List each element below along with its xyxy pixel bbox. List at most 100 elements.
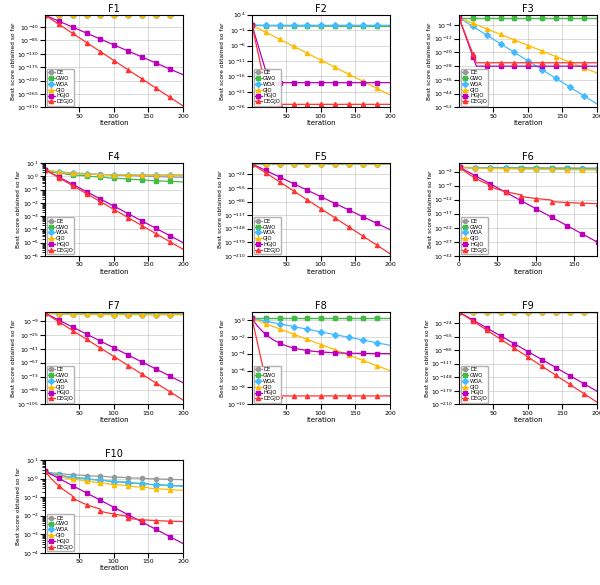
DE: [167, 12, 175, 19]
GWO: [462, 164, 469, 171]
X-axis label: Iteration: Iteration: [513, 417, 543, 423]
GJO: [41, 309, 49, 316]
Legend: DE, GWO, WOA, GJO, HGJO, DEGJO: DE, GWO, WOA, GJO, HGJO, DEGJO: [461, 68, 488, 106]
DE: [257, 315, 264, 322]
Line: DEGJO: DEGJO: [458, 165, 600, 206]
GJO: [586, 67, 593, 74]
GWO: [179, 178, 187, 185]
DEGJO: [462, 168, 469, 176]
WOA: [464, 308, 471, 315]
GWO: [47, 310, 54, 317]
DEGJO: [380, 101, 388, 108]
DEGJO: [583, 59, 590, 66]
DEGJO: [485, 181, 492, 188]
Line: HGJO: HGJO: [458, 165, 600, 252]
DE: [50, 309, 57, 316]
HGJO: [179, 540, 187, 547]
HGJO: [78, 328, 85, 335]
WOA: [274, 320, 281, 327]
WOA: [78, 12, 85, 19]
WOA: [586, 308, 593, 315]
Line: DEGJO: DEGJO: [43, 469, 185, 524]
WOA: [248, 22, 256, 29]
GJO: [50, 472, 57, 479]
Line: DEGJO: DEGJO: [250, 23, 392, 106]
HGJO: [47, 312, 54, 319]
WOA: [456, 164, 463, 171]
HGJO: [587, 63, 595, 70]
GJO: [593, 70, 600, 77]
GWO: [41, 467, 49, 474]
Line: DEGJO: DEGJO: [250, 316, 392, 398]
WOA: [492, 308, 499, 315]
DE: [596, 164, 600, 171]
DE: [274, 160, 281, 167]
DEGJO: [376, 101, 383, 108]
HGJO: [254, 40, 261, 47]
DE: [47, 167, 54, 174]
WOA: [50, 471, 57, 478]
GJO: [67, 476, 74, 483]
WOA: [67, 474, 74, 481]
HGJO: [179, 71, 187, 78]
Line: HGJO: HGJO: [43, 311, 185, 385]
WOA: [254, 316, 261, 323]
HGJO: [386, 79, 394, 86]
DE: [67, 471, 74, 478]
GWO: [274, 160, 281, 167]
HGJO: [286, 79, 293, 86]
Legend: DE, GWO, WOA, GJO, HGJO, DEGJO: DE, GWO, WOA, GJO, HGJO, DEGJO: [47, 68, 74, 106]
GWO: [248, 315, 256, 322]
DE: [285, 22, 292, 29]
HGJO: [47, 470, 54, 477]
GWO: [492, 14, 499, 21]
HGJO: [179, 239, 187, 246]
Line: WOA: WOA: [458, 165, 600, 171]
GJO: [172, 311, 179, 318]
WOA: [379, 160, 386, 167]
GWO: [167, 482, 175, 489]
WOA: [461, 308, 468, 315]
DE: [167, 174, 175, 181]
DE: [41, 309, 49, 316]
HGJO: [172, 235, 179, 242]
GJO: [67, 170, 74, 177]
GWO: [386, 160, 394, 167]
DEGJO: [179, 397, 187, 404]
GJO: [248, 22, 256, 29]
Line: WOA: WOA: [43, 168, 185, 177]
Line: GWO: GWO: [458, 165, 600, 171]
GJO: [47, 310, 54, 317]
HGJO: [374, 350, 382, 357]
GJO: [374, 363, 382, 370]
HGJO: [41, 12, 49, 19]
GJO: [50, 310, 57, 317]
WOA: [179, 311, 187, 318]
GJO: [593, 308, 600, 315]
GWO: [172, 482, 179, 489]
DE: [497, 164, 504, 171]
DEGJO: [286, 393, 293, 400]
DEGJO: [41, 12, 49, 19]
WOA: [179, 483, 187, 490]
WOA: [257, 22, 264, 29]
GJO: [379, 88, 386, 95]
Title: F7: F7: [108, 301, 120, 311]
GWO: [67, 310, 74, 317]
HGJO: [67, 481, 74, 488]
Line: DE: DE: [250, 162, 392, 166]
DE: [274, 315, 281, 322]
WOA: [462, 164, 469, 171]
WOA: [167, 171, 175, 178]
DEGJO: [464, 314, 471, 321]
Line: DE: DE: [43, 311, 185, 316]
GJO: [285, 160, 292, 167]
HGJO: [172, 68, 179, 75]
DEGJO: [586, 394, 593, 401]
GWO: [254, 315, 261, 322]
Y-axis label: Best score obtained so far: Best score obtained so far: [11, 319, 16, 397]
DEGJO: [482, 59, 489, 66]
Title: F4: F4: [108, 152, 120, 162]
DE: [257, 160, 264, 167]
HGJO: [461, 30, 468, 37]
